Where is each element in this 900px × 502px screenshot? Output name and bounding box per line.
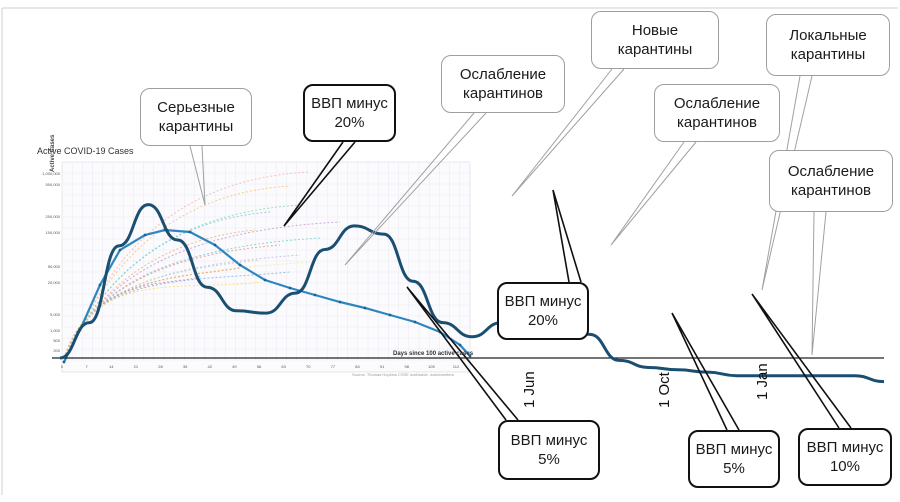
inset-decline-point [62,360,66,364]
callout-gdp-minus-5-second-pointer [671,312,740,431]
inset-x-tick-label: 49 [232,364,237,369]
inset-decline-point [338,300,342,304]
inset-decline-point [118,248,122,252]
inset-y-tick-label: 50,000 [48,264,61,269]
callout-gdp-minus-5-second: ВВП минус 5% [688,430,780,488]
callout-local-quarantines-pointer [761,75,813,291]
inset-country-curve [63,244,281,359]
inset-y-tick-label: 200,000 [46,214,61,219]
inset-y-axis-label: Active Cases [50,134,56,172]
inset-country-curve [63,249,231,359]
inset-decline-point [143,233,147,237]
inset-x-tick-label: 56 [257,364,262,369]
callout-serious-quarantines-pointer [189,145,206,206]
inset-source-note: Source: Thomas Hopkins CSSE worldwide, w… [352,372,454,377]
inset-x-tick-label: 84 [355,364,360,369]
inset-country-curve [63,221,341,359]
callout-local-quarantines: Локальные карантины [766,14,890,76]
callout-easing-3-pointer [811,211,827,356]
callout-easing-1: Ослабление карантинов [441,55,565,113]
inset-decline-point [313,293,317,297]
inset-x-tick-label: 35 [183,364,188,369]
callout-gdp-minus-10: ВВП минус 10% [798,428,892,486]
inset-x-tick-label: 70 [306,364,311,369]
callout-new-quarantines: Новые карантины [591,11,719,69]
callout-easing-2: Ослабление карантинов [654,84,780,142]
inset-decline-point [213,243,217,247]
inset-y-tick-label: 1,000 [50,328,61,333]
inset-x-tick-label: 14 [109,364,114,369]
inset-decline-point [468,354,472,358]
inset-x-tick-label: 42 [208,364,213,369]
callout-gdp-minus-20-left-pointer [283,141,356,227]
inset-country-curve [63,237,321,359]
inset-decline-point [413,320,417,324]
inset-decline-point [288,286,292,290]
inset-y-tick-label: 1,000,000 [42,171,61,176]
date-label-jun: 1 Jun [521,371,538,408]
inset-x-tick-label: 77 [331,364,336,369]
callout-gdp-minus-5-first: ВВП минус 5% [498,420,600,480]
inset-country-curve [63,267,241,359]
inset-y-tick-label: 200 [53,348,60,353]
inset-y-tick-label: 500,000 [46,182,61,187]
inset-title: Active COVID-19 Cases [37,146,134,156]
inset-y-tick-label: 5,000 [50,312,61,317]
inset-decline-point [238,263,242,267]
inset-x-tick-label: 0 [61,364,64,369]
inset-y-tick-label: 20,000 [48,280,61,285]
inset-country-curve [63,281,261,359]
inset-x-tick-label: 98 [405,364,410,369]
callout-gdp-minus-20-right-pointer [552,189,582,283]
main-scenario-line [59,203,885,384]
inset-y-tick-label: 500 [53,338,60,343]
inset-x-tick-label: 105 [428,364,435,369]
inset-x-tick-label: 21 [134,364,139,369]
callout-gdp-minus-5-first-pointer [406,286,519,421]
inset-x-tick-label: 28 [158,364,163,369]
callout-gdp-minus-20-left: ВВП минус 20% [303,84,396,142]
inset-x-tick-label: 112 [453,364,460,369]
inset-decline-point [263,278,267,282]
inset-country-curve [63,275,201,359]
callout-serious-quarantines: Серьезные карантины [140,88,252,146]
callout-easing-2-pointer [610,141,697,246]
inset-decline-point [98,283,102,287]
callout-easing-1-pointer [344,112,487,266]
callout-gdp-minus-20-right: ВВП минус 20% [497,282,589,340]
inset-x-tick-label: 63 [281,364,286,369]
callout-new-quarantines-pointer [511,68,625,197]
inset-y-tick-label: 100,000 [46,230,61,235]
inset-x-tick-label: 91 [380,364,385,369]
inset-decline-point [188,230,192,234]
date-label-jan: 1 Jan [754,363,771,400]
callout-easing-3: Ослабление карантинов [769,150,893,212]
date-label-oct: 1 Oct [656,372,673,408]
inset-decline-point [458,343,462,347]
inset-decline-point [363,306,367,310]
inset-x-axis-label: Days since 100 active cases [393,351,474,357]
callout-gdp-minus-10-pointer [751,293,852,429]
inset-decline-point [388,313,392,317]
inset-x-tick-label: 7 [86,364,89,369]
